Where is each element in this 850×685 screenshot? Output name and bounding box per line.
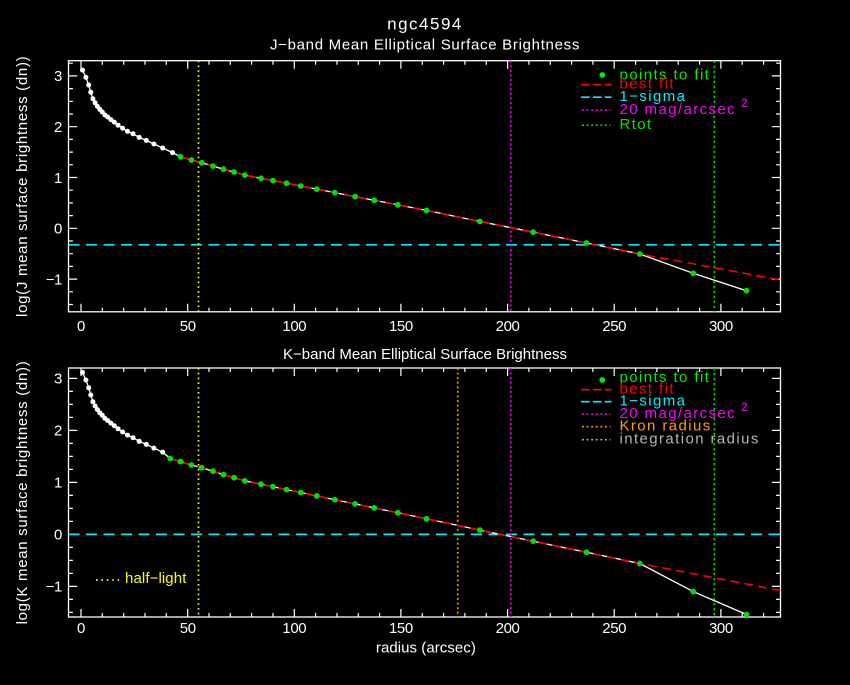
svg-text:points to fit: points to fit <box>620 67 711 84</box>
svg-text:300: 300 <box>709 620 733 637</box>
svg-text:0: 0 <box>77 620 85 637</box>
svg-text:J−band Mean Elliptical Surface: J−band Mean Elliptical Surface Brightnes… <box>270 37 580 54</box>
svg-text:2: 2 <box>54 423 62 440</box>
svg-text:best fit: best fit <box>620 76 675 93</box>
svg-text:Kron radius: Kron radius <box>620 418 712 435</box>
svg-text:Rtot: Rtot <box>620 116 653 133</box>
svg-text:2: 2 <box>54 119 62 136</box>
svg-text:−1: −1 <box>46 271 62 288</box>
svg-text:200: 200 <box>496 318 520 335</box>
svg-text:0: 0 <box>54 527 62 544</box>
svg-text:100: 100 <box>282 318 306 335</box>
svg-text:2: 2 <box>741 96 748 110</box>
svg-text:best fit: best fit <box>620 381 675 398</box>
svg-text:50: 50 <box>180 318 196 335</box>
svg-text:−1: −1 <box>46 579 62 596</box>
svg-text:50: 50 <box>180 620 196 637</box>
svg-text:radius (arcsec): radius (arcsec) <box>376 640 476 657</box>
svg-text:0: 0 <box>54 221 62 238</box>
svg-text:150: 150 <box>389 620 413 637</box>
svg-text:half−light: half−light <box>125 570 187 587</box>
svg-text:1: 1 <box>54 475 62 492</box>
svg-text:100: 100 <box>282 620 306 637</box>
svg-text:integration radius: integration radius <box>620 431 760 448</box>
svg-text:K−band Mean Elliptical Surface: K−band Mean Elliptical Surface Brightnes… <box>283 346 567 363</box>
svg-text:200: 200 <box>496 620 520 637</box>
svg-text:3: 3 <box>54 68 62 85</box>
svg-text:20 mag/arcsec: 20 mag/arcsec <box>620 405 737 422</box>
svg-text:150: 150 <box>389 318 413 335</box>
svg-text:log(J mean surface brightness: log(J mean surface brightness (dn)) <box>14 56 31 317</box>
svg-text:1−sigma: 1−sigma <box>620 88 687 105</box>
svg-text:points to fit: points to fit <box>620 369 711 386</box>
svg-text:300: 300 <box>709 318 733 335</box>
svg-text:20 mag/arcsec: 20 mag/arcsec <box>620 101 737 118</box>
svg-text:ngc4594: ngc4594 <box>387 15 463 34</box>
svg-text:3: 3 <box>54 371 62 388</box>
svg-text:250: 250 <box>602 318 626 335</box>
svg-text:250: 250 <box>602 620 626 637</box>
svg-text:1: 1 <box>54 170 62 187</box>
svg-text:1−sigma: 1−sigma <box>620 393 687 410</box>
svg-text:0: 0 <box>77 318 85 335</box>
svg-text:2: 2 <box>741 400 748 414</box>
svg-text:log(K mean surface brightness: log(K mean surface brightness (dn)) <box>14 361 31 625</box>
